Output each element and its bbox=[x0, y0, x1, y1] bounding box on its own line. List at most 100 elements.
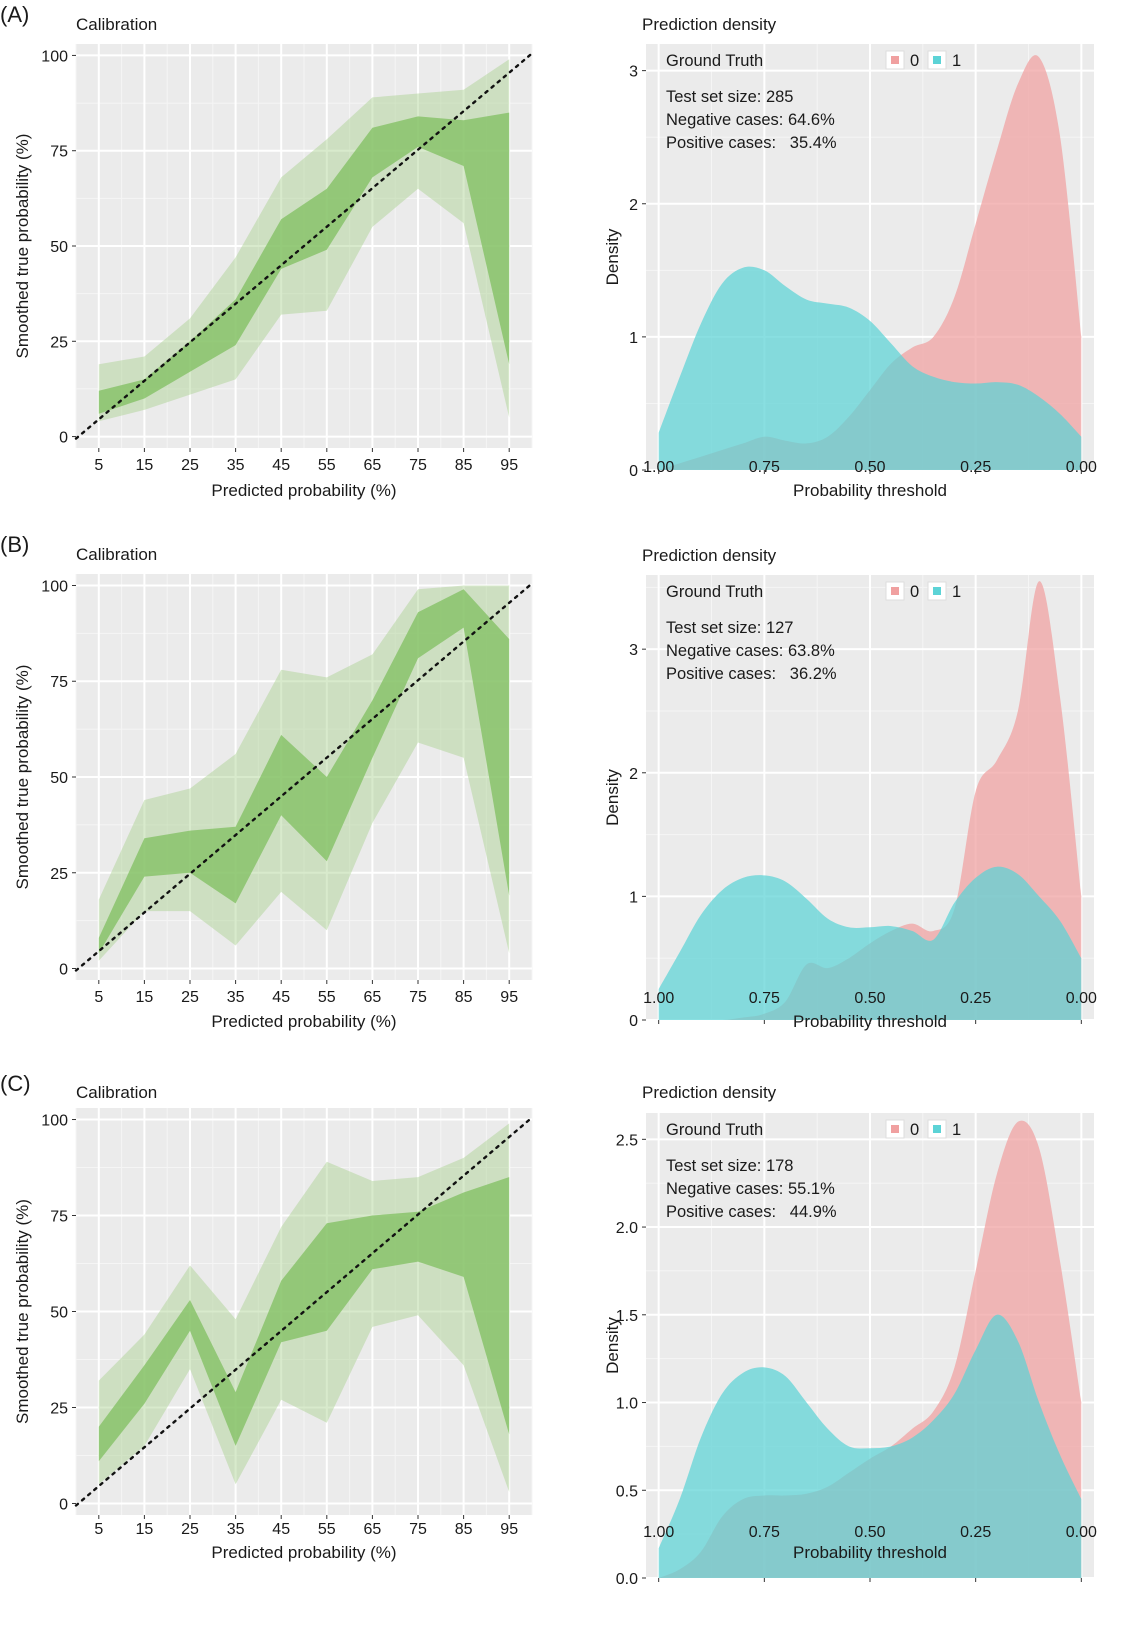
info-line: Test set size: 178 bbox=[666, 1157, 793, 1175]
density-title: Prediction density bbox=[642, 546, 777, 565]
y-tick-label: 0.0 bbox=[616, 1571, 638, 1588]
x-tick-label: 25 bbox=[181, 989, 199, 1006]
density-title: Prediction density bbox=[642, 15, 777, 34]
x-axis-label: Predicted probability (%) bbox=[211, 481, 396, 500]
x-tick-label: 0.50 bbox=[854, 1524, 885, 1541]
density-area-series-0 bbox=[658, 55, 1082, 471]
panel-3: (C) 5 15 25 35 45 55 65 75 85 95 0 25 50 75 100 Calibrat… bbox=[0, 1071, 1097, 1588]
x-axis-label: Probability threshold bbox=[793, 1543, 947, 1562]
info-text: Test set size: 285 Negative cases: 64.6% P… bbox=[666, 88, 837, 152]
x-tick-label: 55 bbox=[318, 1521, 336, 1538]
legend-label: 1 bbox=[952, 1121, 961, 1139]
info-text: Test set size: 178 Negative cases: 55.1% P… bbox=[666, 1157, 837, 1221]
legend-label: 0 bbox=[910, 52, 919, 70]
diagonal-reference-line bbox=[74, 52, 534, 440]
y-tick-label: 75 bbox=[50, 674, 68, 691]
x-tick-label: 95 bbox=[500, 1521, 518, 1538]
density-plot: 1.00 0.75 0.50 0.25 0.00 0 1 2 3 Prediction densi… bbox=[603, 15, 1097, 500]
y-axis-label: Density bbox=[603, 228, 622, 285]
x-tick-label: 25 bbox=[181, 1521, 199, 1538]
x-tick-label: 45 bbox=[272, 989, 290, 1006]
x-tick-label: 35 bbox=[227, 989, 245, 1006]
y-tick-label: 100 bbox=[41, 48, 68, 65]
x-tick-label: 0.00 bbox=[1066, 1524, 1097, 1541]
calibration-title: Calibration bbox=[76, 15, 157, 34]
y-tick-label: 2 bbox=[629, 766, 638, 783]
x-tick-label: 0.25 bbox=[960, 1524, 991, 1541]
x-tick-label: 0.75 bbox=[749, 1524, 780, 1541]
x-tick-label: 65 bbox=[364, 457, 382, 474]
x-tick-label: 65 bbox=[364, 989, 382, 1006]
inner-confidence-band bbox=[98, 1177, 510, 1462]
legend-title: Ground Truth bbox=[666, 583, 763, 601]
x-axis-label: Probability threshold bbox=[793, 1012, 947, 1031]
y-tick-label: 50 bbox=[50, 239, 68, 256]
density-plot: 1.00 0.75 0.50 0.25 0.00 0 1 2 3 Prediction densi… bbox=[603, 546, 1097, 1031]
calibration-plot: 5 15 25 35 45 55 65 75 85 95 0 25 50 75 100 Calibration… bbox=[13, 15, 534, 500]
panel-letter: (B) bbox=[0, 532, 29, 557]
y-tick-label: 25 bbox=[50, 334, 68, 351]
legend: Ground Truth 0 1 bbox=[666, 1119, 961, 1139]
x-tick-label: 85 bbox=[455, 989, 473, 1006]
calibration-title: Calibration bbox=[76, 1083, 157, 1102]
y-tick-label: 1 bbox=[629, 889, 638, 906]
x-tick-label: 85 bbox=[455, 1521, 473, 1538]
diagonal-reference-line bbox=[74, 582, 534, 972]
x-tick-label: 75 bbox=[409, 457, 427, 474]
info-line: Test set size: 127 bbox=[666, 619, 793, 637]
y-axis-label: Density bbox=[603, 769, 622, 826]
x-tick-label: 1.00 bbox=[643, 1524, 674, 1541]
x-tick-label: 25 bbox=[181, 457, 199, 474]
x-tick-label: 55 bbox=[318, 989, 336, 1006]
legend-swatch bbox=[933, 587, 941, 595]
y-tick-label: 100 bbox=[41, 1113, 68, 1130]
y-tick-label: 100 bbox=[41, 578, 68, 595]
y-axis-label: Smoothed true probability (%) bbox=[13, 665, 32, 890]
x-tick-label: 5 bbox=[94, 457, 103, 474]
panel-2: (B)5 15 25 35 45 55 65 75 85 950255075100Calibrat… bbox=[0, 532, 1097, 1031]
x-axis-label: Predicted probability (%) bbox=[211, 1012, 396, 1031]
info-line: Positive cases: 44.9% bbox=[666, 1203, 837, 1221]
x-tick-label: 0.25 bbox=[960, 459, 991, 476]
info-line: Positive cases: 36.2% bbox=[666, 665, 837, 683]
calibration-plot: 5 15 25 35 45 55 65 75 85 95 0 25 50 75 100 Calibration… bbox=[13, 1083, 534, 1562]
x-tick-label: 0.00 bbox=[1066, 459, 1097, 476]
panel-1: (A)5 15 25 35 45 55 65 75 85 950255075100Calibrat… bbox=[0, 2, 1097, 500]
y-tick-label: 3 bbox=[629, 642, 638, 659]
density-plot: 1.00 0.75 0.50 0.25 0.00 0.0 0.5 1.0 1.5 2.0 2.5 Pr… bbox=[603, 1083, 1097, 1588]
legend-title: Ground Truth bbox=[666, 52, 763, 70]
density-area-series-1 bbox=[658, 266, 1082, 470]
density-area-series-1 bbox=[658, 866, 1082, 1020]
diagonal-reference-line bbox=[74, 1116, 534, 1507]
info-line: Negative cases: 55.1% bbox=[666, 1180, 835, 1198]
inner-confidence-band bbox=[98, 589, 510, 954]
y-tick-label: 0 bbox=[629, 1013, 638, 1030]
x-axis-label: Predicted probability (%) bbox=[211, 1543, 396, 1562]
x-tick-label: 75 bbox=[409, 1521, 427, 1538]
x-tick-label: 95 bbox=[500, 989, 518, 1006]
info-line: Positive cases: 35.4% bbox=[666, 134, 837, 152]
legend-swatch bbox=[933, 56, 941, 64]
legend-label: 0 bbox=[910, 1121, 919, 1139]
legend-swatch bbox=[891, 56, 899, 64]
x-tick-label: 45 bbox=[272, 1521, 290, 1538]
legend-title: Ground Truth bbox=[666, 1121, 763, 1139]
x-tick-label: 5 bbox=[94, 989, 103, 1006]
y-tick-label: 75 bbox=[50, 144, 68, 161]
info-line: Negative cases: 64.6% bbox=[666, 111, 835, 129]
x-tick-label: 45 bbox=[272, 457, 290, 474]
y-tick-label: 1.5 bbox=[616, 1308, 638, 1325]
legend-swatch bbox=[891, 1125, 899, 1133]
legend-swatch bbox=[933, 1125, 941, 1133]
x-tick-label: 85 bbox=[455, 457, 473, 474]
x-tick-label: 35 bbox=[227, 1521, 245, 1538]
y-tick-label: 25 bbox=[50, 1400, 68, 1417]
y-tick-label: 1 bbox=[629, 330, 638, 347]
y-tick-label: 75 bbox=[50, 1209, 68, 1226]
x-tick-label: 0.00 bbox=[1066, 990, 1097, 1007]
x-axis-label: Probability threshold bbox=[793, 481, 947, 500]
panel-letter: (C) bbox=[0, 1071, 31, 1096]
y-tick-label: 0 bbox=[59, 962, 68, 979]
